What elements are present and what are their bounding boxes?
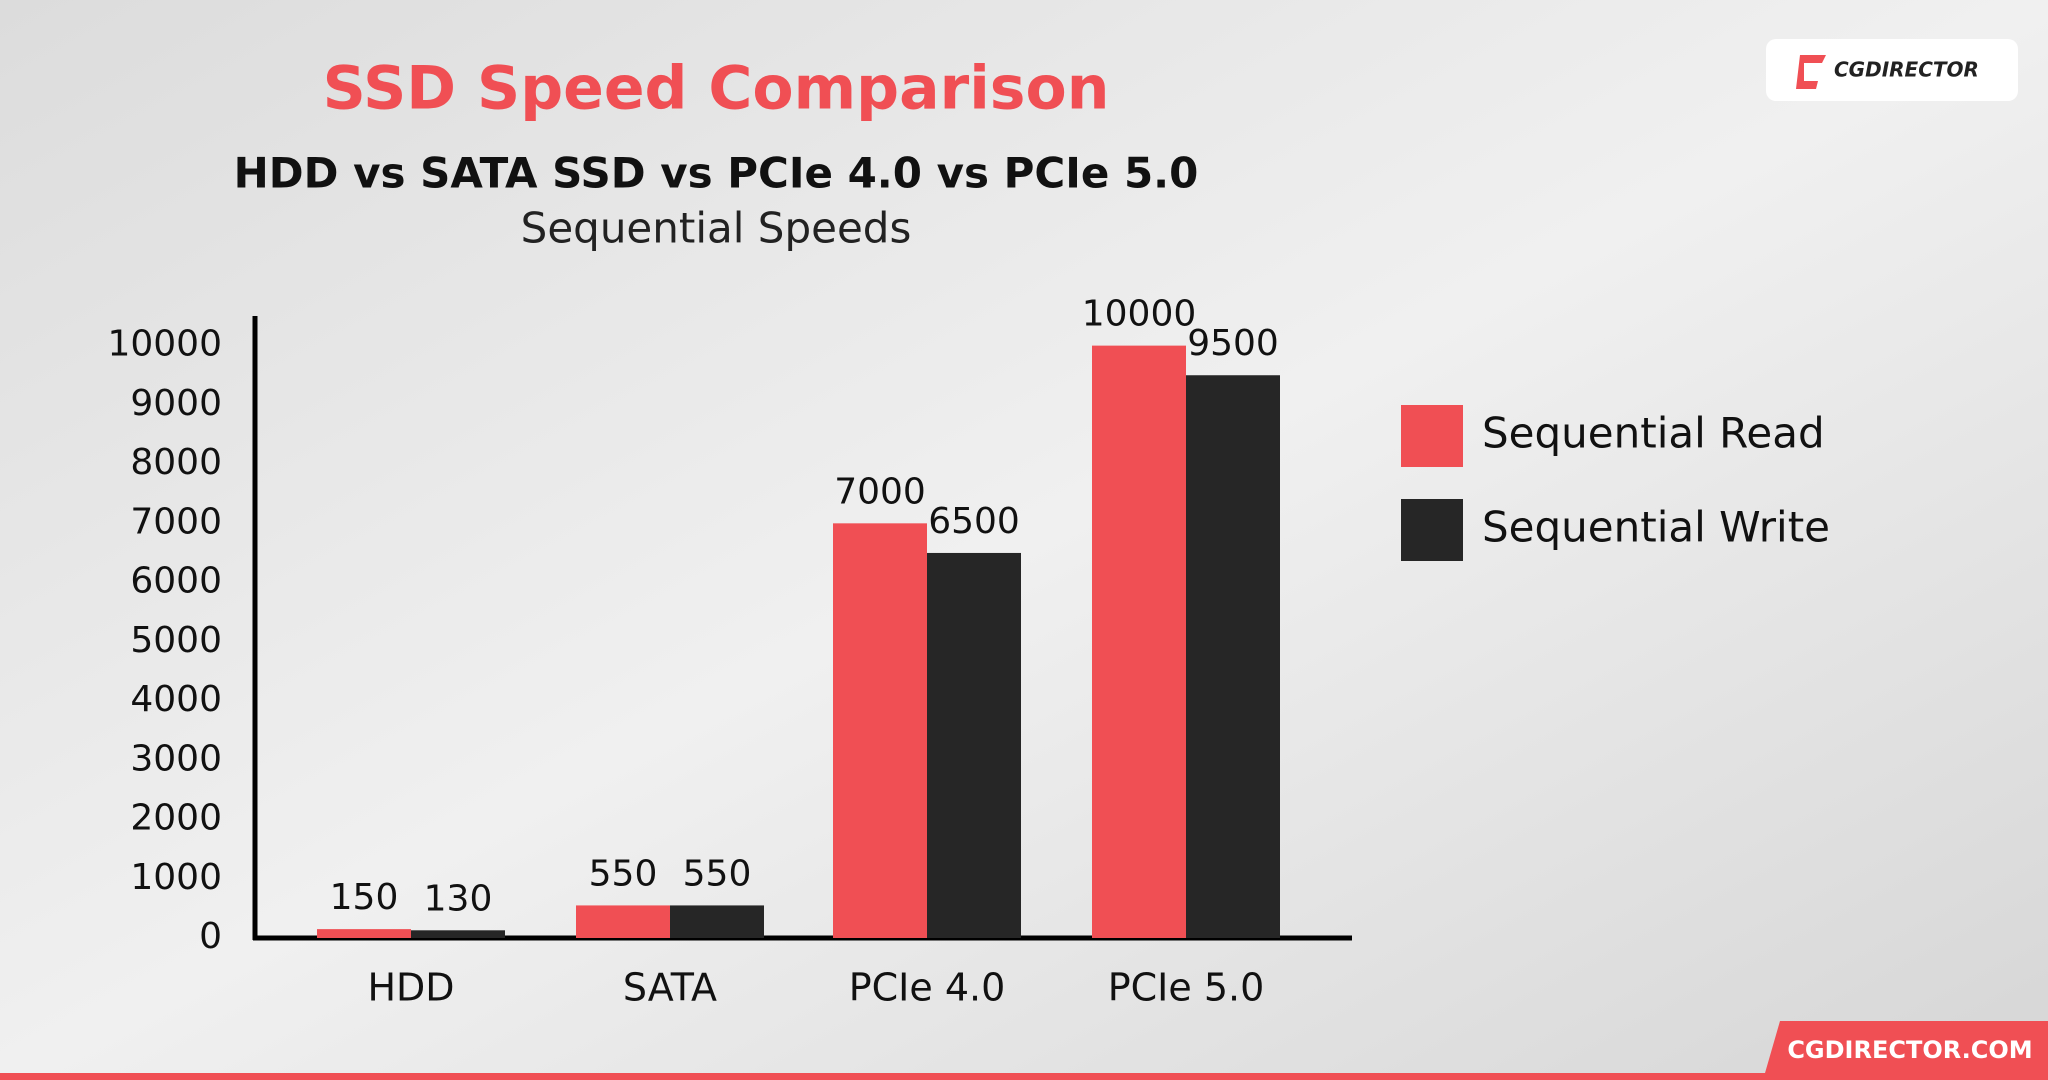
- chart-title: SSD Speed Comparison: [323, 54, 1110, 124]
- value-label: 6500: [928, 501, 1020, 542]
- legend-swatch: [1401, 405, 1463, 467]
- chart-subtitle: Sequential Speeds: [521, 204, 912, 253]
- value-label: 550: [589, 853, 658, 894]
- bar: [1186, 375, 1280, 938]
- footer-bar: [0, 1073, 2048, 1080]
- x-tick-label: HDD: [367, 966, 454, 1010]
- y-tick-label: 5000: [130, 620, 222, 661]
- x-tick-label: SATA: [623, 966, 717, 1010]
- logo-text: CGDIRECTOR: [1834, 58, 1979, 82]
- y-tick-label: 7000: [130, 501, 222, 542]
- value-label: 130: [424, 878, 493, 919]
- logo-icon: [1796, 55, 1826, 89]
- y-tick-label: 1000: [130, 857, 222, 898]
- y-tick-label: 6000: [130, 561, 222, 602]
- footer-text: CGDIRECTOR.COM: [1787, 1036, 2032, 1064]
- y-tick-label: 0: [199, 916, 222, 957]
- y-tick-label: 4000: [130, 679, 222, 720]
- value-label: 7000: [834, 471, 926, 512]
- bar: [317, 929, 411, 938]
- y-tick-label: 9000: [130, 383, 222, 424]
- chart-subtitle: HDD vs SATA SSD vs PCIe 4.0 vs PCIe 5.0: [234, 149, 1199, 198]
- bar: [576, 905, 670, 938]
- value-label: 9500: [1187, 323, 1279, 364]
- value-label: 150: [330, 877, 399, 918]
- y-tick-label: 10000: [107, 324, 222, 365]
- legend-swatch: [1401, 499, 1463, 561]
- bar: [833, 523, 927, 938]
- y-tick-label: 2000: [130, 798, 222, 839]
- footer-tab: [1763, 1021, 2048, 1080]
- y-tick-label: 8000: [130, 442, 222, 483]
- value-label: 10000: [1082, 294, 1197, 335]
- value-label: 550: [683, 853, 752, 894]
- bar: [670, 905, 764, 938]
- y-tick-label: 3000: [130, 738, 222, 779]
- bar: [1092, 345, 1186, 939]
- bar: [411, 930, 505, 938]
- x-tick-label: PCIe 4.0: [849, 966, 1006, 1010]
- x-tick-label: PCIe 5.0: [1108, 966, 1265, 1010]
- legend-label: Sequential Write: [1482, 503, 1830, 552]
- logo-box: [1766, 39, 2018, 101]
- legend-label: Sequential Read: [1482, 409, 1825, 458]
- bar: [927, 552, 1021, 938]
